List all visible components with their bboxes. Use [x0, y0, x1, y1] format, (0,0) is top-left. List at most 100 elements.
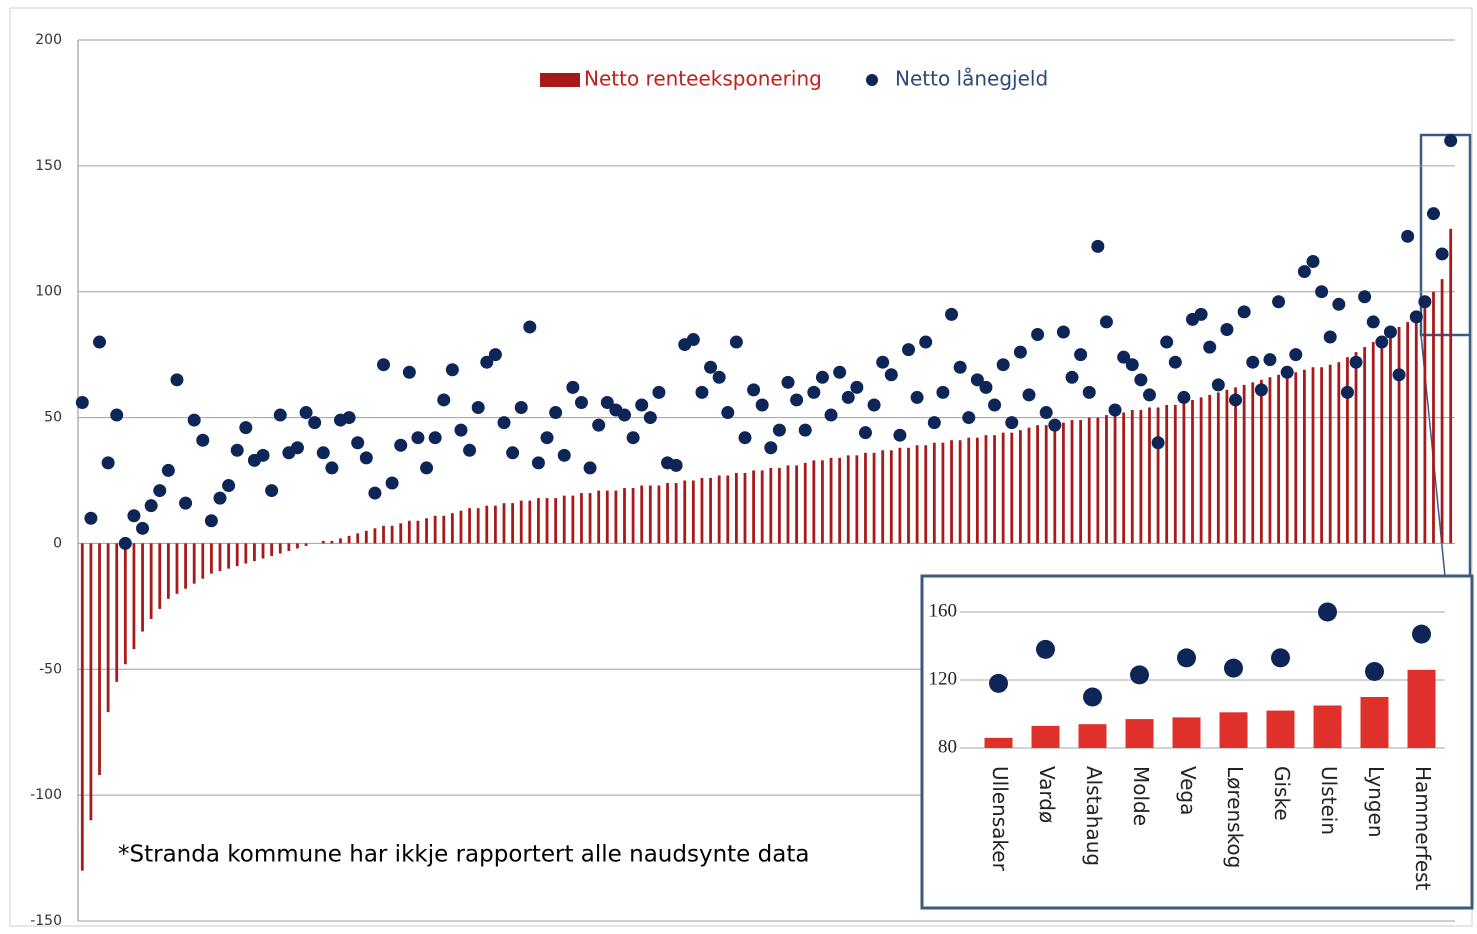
bar — [1407, 669, 1436, 748]
y-tick-label: 100 — [35, 284, 62, 300]
bar — [1277, 374, 1280, 544]
dot — [342, 411, 356, 425]
bar — [1105, 415, 1108, 544]
bar — [1053, 422, 1057, 544]
y-tick-label: 80 — [938, 736, 957, 757]
y-tick-label: 200 — [35, 32, 62, 48]
bar — [631, 488, 635, 544]
bar — [614, 490, 618, 544]
bar — [1242, 384, 1246, 544]
bar — [261, 543, 265, 559]
bar — [1371, 342, 1375, 544]
bar — [442, 515, 446, 544]
bar — [1225, 389, 1229, 544]
dot — [239, 421, 253, 435]
dot — [325, 461, 339, 475]
x-tick-label: Vardø — [1035, 766, 1059, 823]
dot — [1315, 285, 1329, 299]
dot — [566, 380, 580, 394]
dot — [1254, 383, 1268, 397]
bar — [907, 447, 910, 544]
bar — [253, 543, 256, 562]
y-tick-label: 150 — [35, 158, 62, 174]
dot — [161, 463, 175, 477]
bar — [407, 520, 411, 544]
bar — [1380, 337, 1384, 544]
dot — [893, 428, 907, 442]
bar — [1320, 367, 1324, 544]
bar — [941, 442, 945, 544]
bar — [433, 515, 437, 544]
dot — [729, 335, 743, 349]
bar — [1268, 377, 1272, 544]
bar — [812, 460, 816, 544]
dot — [557, 448, 571, 462]
dot — [1130, 665, 1149, 685]
bar — [519, 500, 523, 544]
y-tick-label: -100 — [30, 787, 62, 803]
dot — [600, 395, 614, 409]
dot — [428, 431, 442, 445]
bar — [373, 528, 377, 544]
dot — [1418, 295, 1432, 309]
y-tick-label: 120 — [929, 668, 958, 689]
dot — [480, 355, 494, 369]
dot — [549, 406, 563, 420]
bar — [425, 518, 428, 544]
bar — [1018, 430, 1022, 544]
dot — [927, 416, 941, 430]
bar — [149, 543, 153, 619]
bar — [580, 493, 583, 544]
bar — [1363, 347, 1367, 544]
bar — [640, 485, 644, 544]
x-tick-label: Vega — [1176, 766, 1200, 815]
dot — [1099, 315, 1113, 329]
legend-label: Netto lånegjeld — [895, 67, 1048, 91]
dot — [196, 433, 210, 447]
bar — [734, 472, 738, 544]
bar — [244, 543, 248, 564]
bar — [1148, 407, 1151, 544]
bar — [1259, 379, 1263, 544]
dot — [308, 416, 322, 430]
dot — [136, 521, 150, 535]
bar — [1044, 425, 1048, 544]
dot — [1246, 355, 1260, 369]
dot — [1375, 335, 1389, 349]
bar — [855, 455, 859, 544]
dot — [712, 370, 726, 384]
bar — [769, 467, 773, 544]
bar — [605, 490, 609, 544]
bar — [227, 543, 231, 569]
dot — [747, 383, 761, 397]
bar — [115, 543, 119, 682]
dot — [962, 411, 976, 425]
bar — [1360, 697, 1389, 748]
bar — [278, 543, 282, 554]
dot — [1444, 134, 1458, 148]
bar — [416, 520, 420, 544]
bar — [786, 465, 790, 544]
bar — [1328, 364, 1332, 544]
x-tick-label: Lyngen — [1364, 766, 1388, 838]
dot — [1224, 658, 1243, 678]
dot — [592, 418, 606, 432]
dot — [222, 479, 236, 493]
bar — [270, 543, 274, 557]
dot — [299, 406, 313, 420]
bar — [1423, 301, 1427, 544]
bar — [1070, 420, 1074, 544]
dot — [1134, 373, 1148, 387]
dot — [1435, 247, 1449, 261]
dot — [833, 365, 847, 379]
bar — [511, 503, 515, 544]
bar — [588, 493, 592, 544]
legend-swatch — [866, 74, 878, 86]
dot — [187, 413, 201, 427]
dot — [1091, 239, 1105, 253]
bar — [881, 450, 885, 544]
dot — [445, 363, 459, 377]
dot — [1056, 325, 1070, 339]
bar — [1165, 404, 1169, 544]
